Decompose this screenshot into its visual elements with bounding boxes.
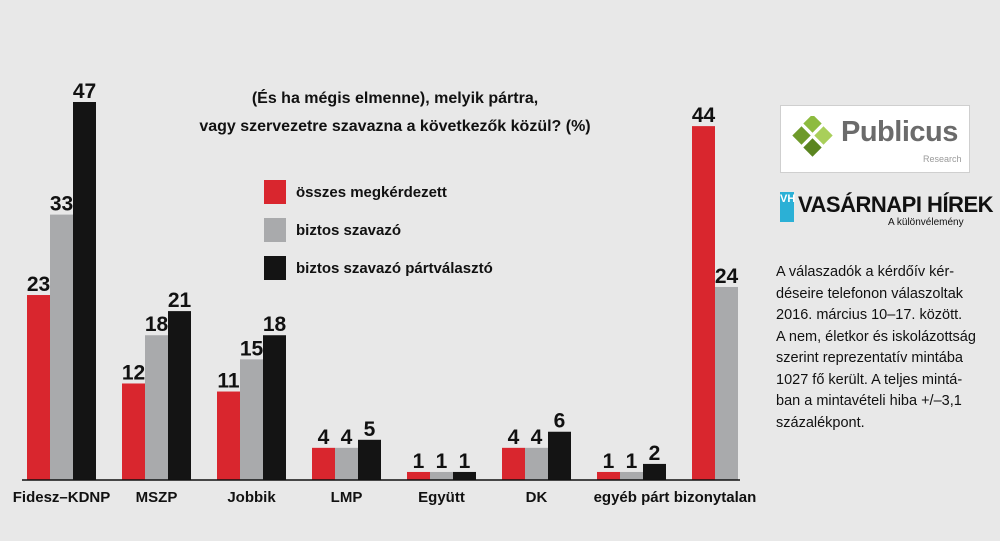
note-line: 2016. március 10–17. között. xyxy=(776,307,963,323)
chart-title: (És ha mégis elmenne), melyik pártra, va… xyxy=(199,88,590,135)
value-label: 1 xyxy=(626,450,638,473)
bar xyxy=(692,126,715,481)
category-label: Együtt xyxy=(418,489,465,506)
vasarnapi-hirek-logo: VH VASÁRNAPI HÍREK A különvélemény xyxy=(780,192,995,232)
bar xyxy=(620,471,643,480)
value-label: 24 xyxy=(715,265,739,288)
legend-label: biztos szavazó pártválasztó xyxy=(296,260,493,277)
bar xyxy=(122,383,145,480)
value-label: 4 xyxy=(341,426,353,449)
legend-label: biztos szavazó xyxy=(296,222,401,239)
value-label: 4 xyxy=(531,426,543,449)
value-label: 18 xyxy=(145,313,169,336)
chart-title-line-1: (És ha mégis elmenne), melyik pártra, xyxy=(252,88,538,107)
bar xyxy=(217,391,240,480)
value-label: 1 xyxy=(436,450,448,473)
note-line: déseire telefonon válaszoltak xyxy=(776,285,964,302)
bar xyxy=(548,431,571,480)
category-label: Fidesz–KDNP xyxy=(13,489,111,506)
value-label: 5 xyxy=(364,418,376,441)
category-label: MSZP xyxy=(136,489,178,506)
publisher-tagline: A különvélemény xyxy=(888,217,964,228)
bar xyxy=(168,311,191,480)
bar xyxy=(407,471,430,480)
legend-swatch xyxy=(264,180,286,204)
note-line: szerint reprezentatív mintába xyxy=(776,350,963,366)
value-label: 1 xyxy=(603,450,615,473)
value-label: 15 xyxy=(240,337,264,360)
category-label: LMP xyxy=(331,489,363,506)
chart-title-line-2: vagy szervezetre szavazna a következők k… xyxy=(199,118,590,135)
value-label: 23 xyxy=(27,273,50,296)
category-labels: Fidesz–KDNP MSZP Jobbik LMP Együtt DK egyéb pá… xyxy=(13,489,757,506)
category-label: DK xyxy=(526,489,548,506)
value-label: 44 xyxy=(692,104,716,127)
value-label: 1 xyxy=(413,450,425,473)
bar xyxy=(715,286,738,480)
value-label: 4 xyxy=(318,426,330,449)
publicus-logo-subtext: Research xyxy=(923,154,962,164)
value-label: 47 xyxy=(73,80,96,103)
bar xyxy=(50,214,73,480)
category-label: Jobbik xyxy=(227,489,276,506)
publicus-logo-text: Publicus xyxy=(841,116,958,148)
value-label: 33 xyxy=(50,193,73,216)
note-line: százalékpont. xyxy=(776,414,865,431)
bar xyxy=(358,439,381,480)
note-line: ban a mintavételi hiba +/–3,1 xyxy=(776,393,962,409)
publicus-diamond-icon xyxy=(792,116,833,157)
publisher-name: VASÁRNAPI HÍREK xyxy=(798,192,994,217)
bar xyxy=(240,359,263,480)
bar xyxy=(312,447,335,480)
note-line: A válaszadók a kérdőív kér- xyxy=(776,264,955,280)
value-label: 21 xyxy=(168,289,192,312)
vh-mark-icon: VH xyxy=(780,192,795,222)
bar-chart: (És ha mégis elmenne), melyik pártra, va… xyxy=(13,80,757,506)
value-label: 6 xyxy=(554,410,566,433)
bar xyxy=(335,447,358,480)
bar xyxy=(430,471,453,480)
legend-swatch xyxy=(264,256,286,280)
bar xyxy=(525,447,548,480)
value-label: 12 xyxy=(122,361,145,384)
bar xyxy=(145,335,168,480)
bar xyxy=(502,447,525,480)
value-label: 4 xyxy=(508,426,520,449)
bar xyxy=(643,463,666,480)
publicus-logo: Publicus Research xyxy=(780,105,970,173)
value-label: 11 xyxy=(217,370,240,393)
legend-swatch xyxy=(264,218,286,242)
bar xyxy=(27,295,50,480)
legend: összes megkérdezett biztos szavazó biztos … xyxy=(264,180,493,280)
bar xyxy=(453,471,476,480)
legend-label: összes megkérdezett xyxy=(296,184,447,201)
note-line: A nem, életkor és iskolázottság xyxy=(776,328,976,345)
value-label: 18 xyxy=(263,313,287,336)
bar xyxy=(597,471,620,480)
category-label: bizonytalan xyxy=(674,489,757,506)
bar xyxy=(73,102,96,480)
category-label: egyéb párt xyxy=(594,489,670,506)
value-label: 1 xyxy=(459,450,471,473)
bars xyxy=(27,102,738,481)
bar xyxy=(263,335,286,480)
methodology-note: A válaszadók a kérdőív kér- déseire tele… xyxy=(776,262,986,434)
value-label: 2 xyxy=(649,442,661,465)
note-line: 1027 fő került. A teljes mintá- xyxy=(776,371,963,388)
